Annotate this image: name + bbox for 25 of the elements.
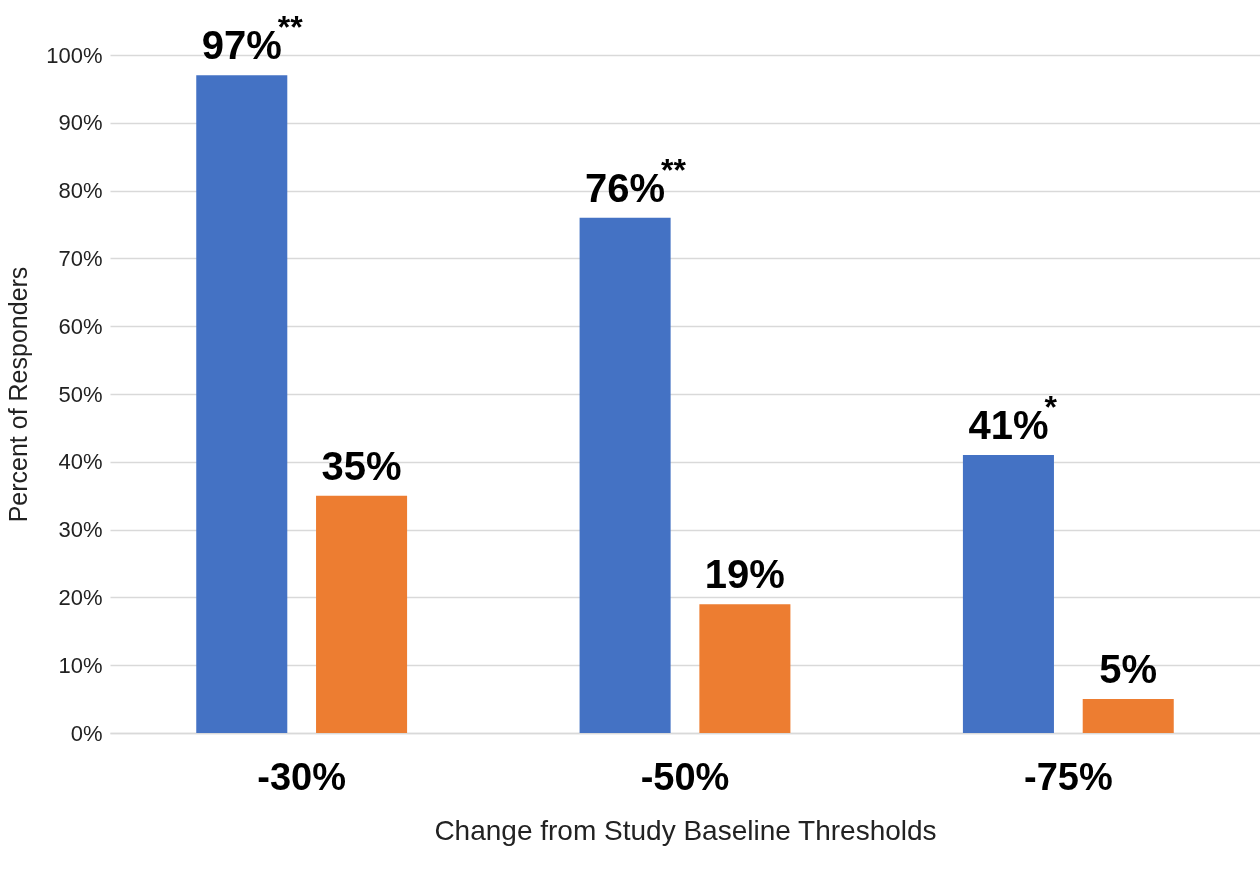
- y-tick-label: 20%: [58, 584, 103, 610]
- data-label: 5%: [1099, 647, 1158, 692]
- x-tick-label: -50%: [640, 755, 730, 798]
- y-tick-label: 30%: [58, 517, 103, 543]
- y-tick-label: 100%: [46, 42, 103, 68]
- x-tick-label: -75%: [1023, 755, 1113, 798]
- bar: [316, 495, 408, 733]
- data-label: 19%: [704, 552, 785, 597]
- y-tick-label: 80%: [58, 178, 103, 204]
- x-tick-label: -30%: [257, 755, 347, 798]
- y-tick-label: 70%: [58, 245, 103, 271]
- bar: [1082, 699, 1174, 733]
- y-tick-label: 0%: [70, 720, 103, 746]
- y-tick-label: 90%: [58, 110, 103, 136]
- bar: [962, 455, 1054, 733]
- y-axis-title: Percent of Responders: [4, 266, 33, 523]
- y-tick-label: 60%: [58, 313, 103, 339]
- y-tick-label: 40%: [58, 449, 103, 475]
- bar: [699, 604, 791, 733]
- y-tick-label: 50%: [58, 381, 103, 407]
- x-axis-title: Change from Study Baseline Thresholds: [434, 814, 937, 846]
- y-tick-label: 10%: [58, 652, 103, 678]
- data-label: 35%: [321, 443, 402, 488]
- bar: [579, 217, 671, 733]
- bar: [196, 75, 288, 733]
